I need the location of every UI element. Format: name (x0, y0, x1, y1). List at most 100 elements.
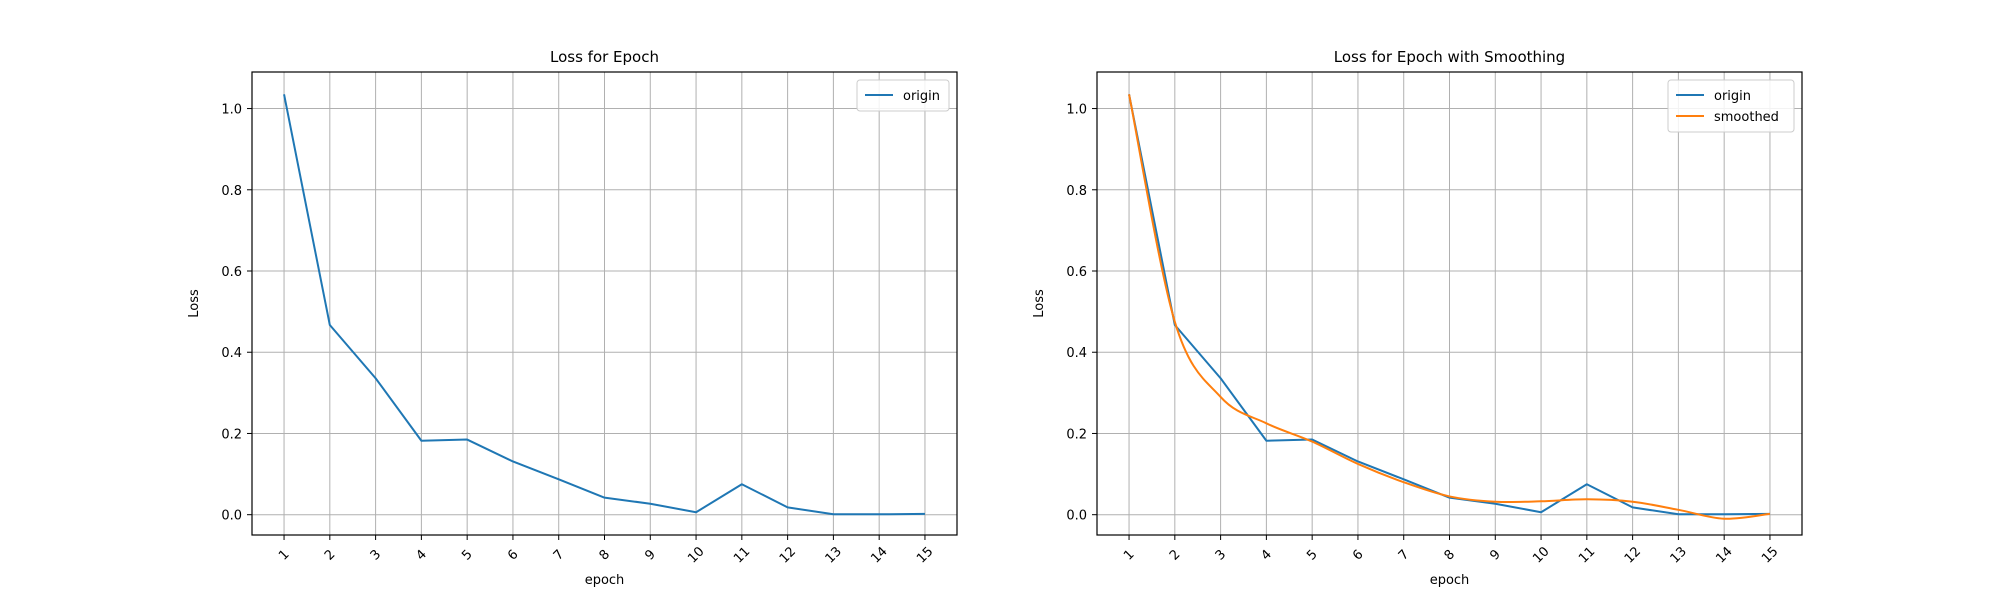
series-line-origin (283, 94, 925, 516)
x-tick-label: 13 (1668, 544, 1690, 566)
legend: origin (856, 79, 950, 112)
x-tick-label: 5 (459, 547, 475, 563)
y-tick-label: 0.0 (221, 509, 242, 524)
x-tick-label: 1 (276, 547, 292, 563)
x-tick-label: 5 (1304, 547, 1320, 563)
x-tick-label: 2 (322, 547, 338, 563)
data-point-origin (283, 93, 285, 95)
data-point-origin (420, 440, 422, 442)
x-tick-label: 12 (1622, 544, 1644, 566)
y-tick-label: 0.8 (1066, 184, 1087, 199)
data-point-origin (786, 506, 788, 508)
y-axis-label: Loss (187, 289, 202, 318)
data-point-smoothed (1586, 498, 1588, 500)
x-tick-label: 14 (1713, 544, 1735, 566)
legend-label-origin: origin (903, 89, 940, 104)
x-tick-label: 6 (1350, 547, 1366, 563)
data-point-smoothed (1128, 93, 1130, 95)
x-tick-label: 1 (1121, 547, 1137, 563)
chart-title: Loss for Epoch with Smoothing (1334, 48, 1565, 66)
data-point-origin (558, 478, 560, 480)
x-tick-label: 2 (1167, 547, 1183, 563)
x-tick-label: 7 (551, 547, 567, 563)
data-point-smoothed (1677, 509, 1679, 511)
data-point-origin (924, 513, 926, 515)
data-point-origin (512, 460, 514, 462)
x-tick-label: 8 (597, 547, 613, 563)
data-point-origin (832, 513, 834, 515)
data-point-smoothed (1219, 396, 1221, 398)
data-point-origin (1677, 513, 1679, 515)
legend-label-origin: origin (1714, 89, 1751, 104)
legend: origin smoothed (1667, 79, 1795, 133)
data-point-smoothed (1357, 463, 1359, 465)
data-point-origin (1723, 513, 1725, 515)
legend-label-smoothed: smoothed (1714, 110, 1779, 125)
x-tick-label: 9 (1487, 547, 1503, 563)
x-tick-label: 10 (685, 544, 707, 566)
data-point-origin (878, 513, 880, 515)
y-tick-label: 0.2 (1066, 427, 1087, 442)
chart-panel-1: 1 2 3 4 5 6 7 8 9 10 11 12 13 14 150.00.20.40.60.81.0L… (187, 48, 958, 588)
chart-title: Loss for Epoch (550, 48, 659, 66)
x-tick-label: 11 (731, 544, 753, 566)
x-tick-label: 7 (1396, 547, 1412, 563)
data-point-origin (1265, 440, 1267, 442)
y-tick-label: 1.0 (1066, 103, 1087, 118)
x-tick-label: 12 (777, 544, 799, 566)
y-tick-label: 0.4 (221, 346, 242, 361)
chart-panel-2: 1 2 3 4 5 6 7 8 9 10 11 12 13 14 150.00.20.40.60.81.0L… (1032, 48, 1803, 588)
data-point-smoothed (1174, 321, 1176, 323)
y-tick-label: 0.4 (1066, 346, 1087, 361)
data-point-origin (1540, 511, 1542, 513)
y-tick-label: 0.8 (221, 184, 242, 199)
x-tick-label: 6 (505, 547, 521, 563)
y-tick-label: 0.6 (1066, 265, 1087, 280)
x-tick-label: 3 (368, 547, 384, 563)
data-point-origin (1586, 483, 1588, 485)
legend-box (856, 79, 950, 112)
data-point-origin (1403, 478, 1405, 480)
data-point-origin (1631, 506, 1633, 508)
data-point-origin (466, 438, 468, 440)
x-tick-label: 15 (1759, 544, 1781, 566)
data-point-origin (649, 503, 651, 505)
x-tick-label: 9 (642, 547, 658, 563)
data-point-smoothed (1448, 495, 1450, 497)
data-point-smoothed (1403, 481, 1405, 483)
data-point-origin (1219, 377, 1221, 379)
y-tick-label: 1.0 (221, 103, 242, 118)
x-tick-label: 4 (414, 547, 430, 563)
data-point-smoothed (1540, 500, 1542, 502)
data-point-smoothed (1265, 422, 1267, 424)
data-point-smoothed (1631, 500, 1633, 502)
x-tick-label: 8 (1442, 547, 1458, 563)
y-tick-label: 0.6 (221, 265, 242, 280)
data-point-origin (603, 496, 605, 498)
data-point-origin (329, 324, 331, 326)
data-point-origin (695, 511, 697, 513)
x-tick-label: 15 (914, 544, 936, 566)
x-tick-label: 10 (1530, 544, 1552, 566)
y-axis-label: Loss (1032, 289, 1047, 318)
x-tick-label: 3 (1213, 547, 1229, 563)
series-line-origin (1128, 94, 1770, 516)
x-tick-label: 14 (868, 544, 890, 566)
data-point-origin (1357, 460, 1359, 462)
x-tick-label: 13 (823, 544, 845, 566)
data-point-smoothed (1494, 500, 1496, 502)
data-point-origin (741, 483, 743, 485)
x-axis-label: epoch (585, 573, 625, 588)
y-tick-label: 0.2 (221, 427, 242, 442)
y-tick-label: 0.0 (1066, 509, 1087, 524)
legend-box (1667, 79, 1795, 133)
x-axis-label: epoch (1430, 573, 1470, 588)
data-point-smoothed (1311, 440, 1313, 442)
series-line-smoothed (1128, 94, 1771, 520)
data-point-smoothed (1723, 518, 1725, 520)
data-point-origin (374, 377, 376, 379)
x-tick-label: 11 (1576, 544, 1598, 566)
x-tick-label: 4 (1259, 547, 1275, 563)
data-point-smoothed (1769, 513, 1771, 515)
